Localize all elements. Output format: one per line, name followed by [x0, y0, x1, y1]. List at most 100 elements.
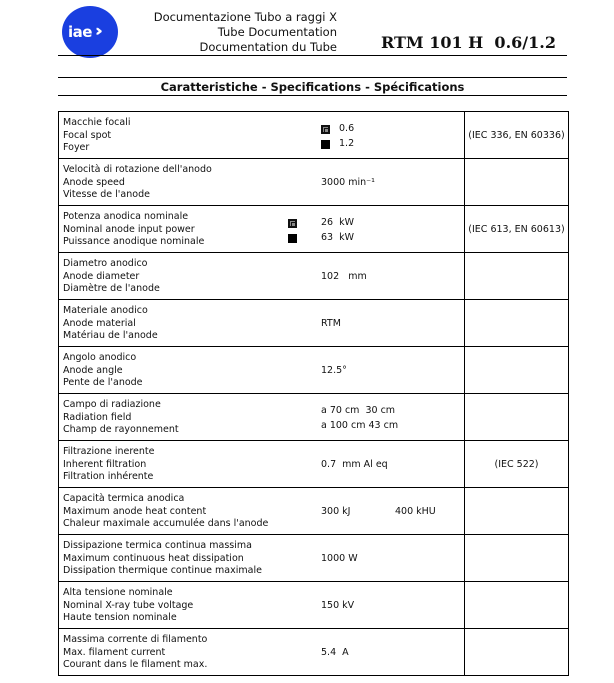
spec-row: Materiale anodico Anode material Matériau … — [59, 300, 568, 347]
spec-label: Diametro anodico — [63, 258, 148, 269]
spec-label: Alta tensione nominale — [63, 587, 173, 598]
spec-label: Capacità termica anodica — [63, 493, 185, 504]
spec-label: Courant dans le filament max. — [63, 659, 208, 671]
spec-row: Massima corrente di filamento Max. filame… — [59, 629, 568, 676]
spec-standard: (IEC 613, EN 60613) — [464, 206, 568, 252]
spec-value: 102 mm — [321, 271, 367, 282]
spec-value: a 100 cm 43 cm — [321, 420, 399, 431]
doc-title-en: Tube Documentation — [217, 25, 337, 39]
spec-row: Macchie focali Focal spot Foyer 0.6 1.2 (IEC … — [59, 112, 568, 159]
spec-value: 300 kJ — [321, 506, 351, 517]
spec-standard — [464, 159, 568, 205]
spec-label: Pente de l'anode — [63, 377, 143, 389]
spec-labels: Massima corrente di filamento Max. filame… — [63, 634, 207, 672]
spec-label: Filtration inhérente — [63, 471, 154, 483]
spec-value: 400 kHU — [395, 506, 436, 517]
spec-value: RTM — [321, 318, 341, 329]
iae-logo: iae ››› — [62, 6, 118, 58]
spec-label: Velocità di rotazione dell'anodo — [63, 164, 212, 175]
spec-label: Foyer — [63, 142, 90, 154]
spec-label: Nominal anode input power — [63, 223, 195, 235]
spec-value: 26 kW — [321, 217, 355, 228]
spec-label: Macchie focali — [63, 117, 131, 128]
spec-standard — [464, 300, 568, 346]
spec-standard — [464, 629, 568, 675]
spec-label: Anode speed — [63, 176, 125, 188]
spec-standard: (IEC 336, EN 60336) — [464, 112, 568, 158]
spec-row: Angolo anodico Anode angle Pente de l'anod… — [59, 347, 568, 394]
spec-label: Maximum anode heat content — [63, 505, 207, 517]
divider — [58, 95, 567, 96]
spec-label: Massima corrente di filamento — [63, 634, 208, 645]
spec-standard — [464, 253, 568, 299]
chevrons-icon: ››› — [95, 21, 102, 40]
spec-label: Puissance anodique nominale — [63, 236, 205, 248]
spec-label: Diamètre de l'anode — [63, 283, 160, 295]
large-focus-icon — [288, 234, 297, 243]
spec-labels: Velocità di rotazione dell'anodo Anode sp… — [63, 164, 212, 202]
spec-standard: (IEC 522) — [464, 441, 568, 487]
spec-row: Alta tensione nominale Nominal X-ray tube… — [59, 582, 568, 629]
spec-labels: Macchie focali Focal spot Foyer — [63, 117, 130, 155]
spec-labels: Materiale anodico Anode material Matériau … — [63, 305, 158, 343]
spec-labels: Filtrazione inerente Inherent filtration F… — [63, 446, 154, 484]
spec-standard — [464, 582, 568, 628]
divider — [58, 55, 567, 56]
spec-label: Champ de rayonnement — [63, 424, 179, 436]
spec-label: Focal spot — [63, 129, 112, 141]
spec-label: Vitesse de l'anode — [63, 189, 150, 201]
spec-labels: Potenza anodica nominale Nominal anode in… — [63, 211, 204, 249]
spec-label: Filtrazione inerente — [63, 446, 155, 457]
spec-label: Haute tension nominale — [63, 612, 177, 624]
spec-label: Max. filament current — [63, 646, 166, 658]
spec-label: Potenza anodica nominale — [63, 211, 189, 222]
spec-row: Potenza anodica nominale Nominal anode in… — [59, 206, 568, 253]
spec-value: 0.6 — [339, 123, 355, 134]
spec-label: Chaleur maximale accumulée dans l'anode — [63, 518, 269, 530]
doc-title-it: Documentazione Tubo a raggi X — [153, 10, 337, 24]
spec-label: Nominal X-ray tube voltage — [63, 599, 194, 611]
spec-label: Anode diameter — [63, 270, 140, 282]
spec-label: Radiation field — [63, 411, 132, 423]
spec-label: Angolo anodico — [63, 352, 137, 363]
spec-row: Filtrazione inerente Inherent filtration F… — [59, 441, 568, 488]
spec-standard — [464, 488, 568, 534]
section-title: Caratteristiche - Specifications - Spéci… — [160, 80, 465, 94]
spec-row: Campo di radiazione Radiation field Champ … — [59, 394, 568, 441]
spec-labels: Angolo anodico Anode angle Pente de l'anod… — [63, 352, 143, 390]
spec-row: Velocità di rotazione dell'anodo Anode sp… — [59, 159, 568, 206]
spec-value: 0.7 mm Al eq — [321, 459, 388, 470]
spec-value: a 70 cm 30 cm — [321, 405, 396, 416]
spec-label: Anode material — [63, 317, 136, 329]
spec-row: Capacità termica anodica Maximum anode he… — [59, 488, 568, 535]
spec-labels: Capacità termica anodica Maximum anode he… — [63, 493, 268, 531]
spec-row: Diametro anodico Anode diameter Diamètre d… — [59, 253, 568, 300]
small-focus-icon — [288, 219, 297, 228]
spec-value: 63 kW — [321, 232, 355, 243]
divider — [58, 77, 567, 78]
spec-label: Anode angle — [63, 364, 123, 376]
spec-label: Matériau de l'anode — [63, 330, 158, 342]
doc-title-fr: Documentation du Tube — [199, 40, 338, 54]
small-focus-icon — [321, 125, 330, 134]
spec-label: Maximum continuous heat dissipation — [63, 552, 244, 564]
spec-standard — [464, 535, 568, 581]
large-focus-icon — [321, 140, 330, 149]
spec-row: Dissipazione termica continua massima Max… — [59, 535, 568, 582]
spec-value: 150 kV — [321, 600, 355, 611]
spec-labels: Campo di radiazione Radiation field Champ … — [63, 399, 179, 437]
spec-value: 1000 W — [321, 553, 358, 564]
spec-value: 12.5° — [321, 365, 347, 376]
spec-standard — [464, 347, 568, 393]
spec-label: Materiale anodico — [63, 305, 148, 316]
spec-labels: Diametro anodico Anode diameter Diamètre d… — [63, 258, 160, 296]
spec-standard — [464, 394, 568, 440]
spec-value: 1.2 — [339, 138, 355, 149]
model-title: RTM 101 H 0.6/1.2 — [381, 33, 556, 52]
spec-label: Dissipazione termica continua massima — [63, 540, 252, 551]
spec-labels: Alta tensione nominale Nominal X-ray tube… — [63, 587, 193, 625]
spec-table: Macchie focali Focal spot Foyer 0.6 1.2 (IEC … — [58, 111, 569, 676]
spec-label: Campo di radiazione — [63, 399, 161, 410]
spec-labels: Dissipazione termica continua massima Max… — [63, 540, 262, 578]
spec-label: Dissipation thermique continue maximale — [63, 565, 262, 577]
